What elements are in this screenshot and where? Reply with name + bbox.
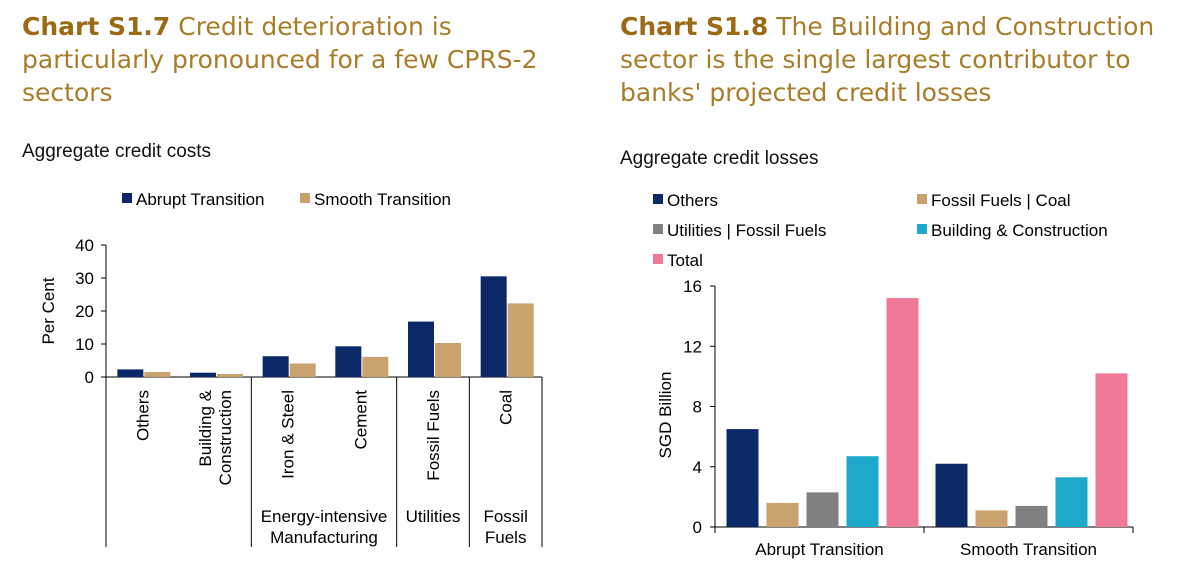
group-label: Utilities <box>406 507 461 526</box>
y-tick-label: 40 <box>75 236 94 255</box>
legend-swatch <box>122 193 132 203</box>
x-tick-label-line: Iron & Steel <box>279 390 298 479</box>
legend-label: Abrupt Transition <box>136 190 265 209</box>
x-tick-label: Iron & Steel <box>279 390 298 479</box>
chart-s1-8-title-text: The Building and Construction sector is … <box>620 12 1155 107</box>
bar <box>480 276 507 377</box>
y-tick-label: 8 <box>693 398 702 417</box>
legend-label: Utilities | Fossil Fuels <box>667 221 826 240</box>
y-tick-label: 0 <box>693 518 702 537</box>
bar <box>1055 477 1088 527</box>
bar <box>408 321 434 377</box>
y-tick-label: 4 <box>693 458 702 477</box>
bar <box>117 369 144 377</box>
bar <box>507 303 534 377</box>
x-tick-label-line: Cement <box>351 390 370 450</box>
x-tick-label: Coal <box>497 390 516 425</box>
legend-label: Smooth Transition <box>314 190 451 209</box>
bar <box>935 463 968 527</box>
x-tick-label: Others <box>133 390 152 441</box>
x-tick-label-line: Others <box>133 390 152 441</box>
legend-swatch <box>653 254 663 264</box>
group-label-line: Fuels <box>485 528 527 547</box>
x-tick-label-line: Coal <box>497 390 516 425</box>
bar <box>975 510 1008 527</box>
x-tick-label-line: Fossil Fuels <box>424 390 443 481</box>
bar <box>289 363 316 377</box>
y-tick-label: 16 <box>683 277 702 296</box>
bar <box>886 298 919 527</box>
y-tick-label: 20 <box>75 302 94 321</box>
legend-swatch <box>917 224 927 234</box>
y-tick-label: 0 <box>85 368 94 387</box>
legend-swatch <box>917 194 927 204</box>
bar <box>766 502 799 527</box>
bar <box>190 372 216 377</box>
bar <box>262 356 289 377</box>
bar <box>806 492 839 527</box>
chart-s1-7-subtitle: Aggregate credit costs <box>22 141 212 162</box>
group-label-line: Utilities <box>406 507 461 526</box>
chart-s1-7-label: Chart S1.7 <box>22 12 171 41</box>
legend-label: Total <box>667 251 703 270</box>
x-tick-label: Fossil Fuels <box>424 390 443 481</box>
chart-s1-7-title: Chart S1.7 Credit deterioration is parti… <box>22 10 582 109</box>
legend-label: Fossil Fuels | Coal <box>931 191 1071 210</box>
x-tick-label: Cement <box>351 390 370 450</box>
y-tick-label: 10 <box>75 335 94 354</box>
bar <box>362 356 389 377</box>
x-tick-label: Abrupt Transition <box>755 540 884 559</box>
y-axis-label: SGD Billion <box>656 372 675 459</box>
bar <box>335 346 362 377</box>
bar <box>726 429 759 527</box>
group-label: Energy-intensive Manufacturing <box>261 507 388 547</box>
x-tick-label-line: Building & <box>196 389 215 466</box>
x-tick-label: Building &Construction <box>196 389 235 485</box>
chart-s1-8-label: Chart S1.8 <box>620 12 769 41</box>
group-label-line: Manufacturing <box>270 528 378 547</box>
legend-label: Building & Construction <box>931 221 1108 240</box>
y-tick-label: 30 <box>75 269 94 288</box>
chart-s1-8-subtitle: Aggregate credit losses <box>620 148 819 169</box>
group-label-line: Fossil <box>483 507 527 526</box>
x-tick-label-line: Construction <box>216 390 235 485</box>
y-tick-label: 12 <box>683 337 702 356</box>
x-tick-label: Smooth Transition <box>960 540 1097 559</box>
bar <box>1095 373 1128 527</box>
bar <box>144 372 171 377</box>
y-axis-label: Per Cent <box>39 277 58 344</box>
legend-label: Others <box>667 191 718 210</box>
legend-swatch <box>653 224 663 234</box>
legend-swatch <box>300 193 310 203</box>
group-label: Fossil Fuels <box>483 507 527 547</box>
bar <box>217 374 243 377</box>
bar <box>846 456 879 527</box>
legend-swatch <box>653 194 663 204</box>
chart-s1-8-title: Chart S1.8 The Building and Construction… <box>620 10 1195 109</box>
group-label-line: Energy-intensive <box>261 507 388 526</box>
bar <box>1015 505 1048 527</box>
bar <box>435 343 461 377</box>
chart-s1-7-title-text: Credit deterioration is particularly pro… <box>22 12 538 107</box>
